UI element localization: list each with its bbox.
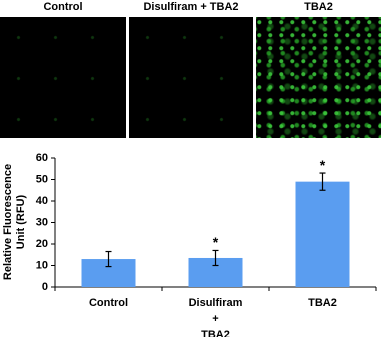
micrograph bbox=[256, 17, 381, 138]
y-tick-label: 20 bbox=[36, 238, 48, 250]
x-tick-label: TBA2 bbox=[308, 297, 337, 309]
y-tick-label: 0 bbox=[42, 281, 48, 293]
image-label: Disulfiram + TBA2 bbox=[143, 1, 239, 13]
y-tick-label: 10 bbox=[36, 259, 48, 271]
image-label: Control bbox=[43, 1, 83, 13]
y-tick-label: 60 bbox=[36, 152, 48, 164]
image-label: TBA2 bbox=[304, 1, 333, 13]
y-tick-label: 50 bbox=[36, 173, 48, 185]
y-axis-label: Relative FluorescenceUnit (RFU) bbox=[2, 164, 27, 280]
x-tick-label: Control bbox=[88, 297, 129, 309]
y-tick-label: 30 bbox=[36, 216, 48, 228]
significance-marker: * bbox=[213, 234, 219, 250]
bar bbox=[295, 181, 350, 287]
x-tick-label: Disulfiram + TBA2 bbox=[188, 297, 243, 337]
y-tick-label: 40 bbox=[36, 195, 48, 207]
significance-marker: * bbox=[320, 157, 326, 173]
micrograph bbox=[0, 17, 126, 138]
micrograph bbox=[129, 17, 253, 138]
